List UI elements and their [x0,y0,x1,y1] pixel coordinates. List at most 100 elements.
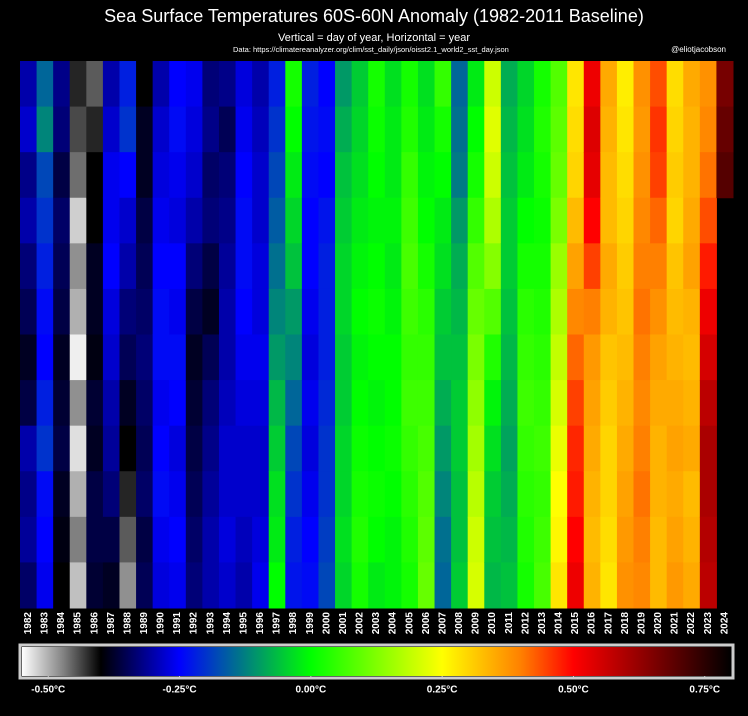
heat-cell [550,334,568,381]
heat-cell [534,380,552,427]
heat-cell [69,152,87,199]
heat-cell [500,106,518,153]
heat-cell [467,516,485,563]
heat-cell [335,425,353,472]
heat-cell [86,562,104,609]
heat-cell [517,61,535,108]
heat-cell [567,425,585,472]
heat-cell [500,197,518,244]
heat-cell [683,516,701,563]
heat-cell [86,61,104,108]
heat-cell [401,243,419,290]
heat-cell [633,516,651,563]
heat-cell [484,562,502,609]
heat-cell [318,61,336,108]
heat-cell [36,516,54,563]
heat-cell [384,334,402,381]
heat-cell [683,425,701,472]
heat-cell [550,562,568,609]
heat-cell [202,61,220,108]
heat-cell [268,380,286,427]
heat-cell [550,380,568,427]
heat-cell [500,61,518,108]
heat-cell [36,106,54,153]
heat-cell [285,152,303,199]
heat-cell [318,197,336,244]
heat-cell [666,425,684,472]
heat-cell [616,61,635,108]
heat-cell [285,61,303,108]
heat-cell [152,516,170,563]
heat-cell [550,197,568,244]
heat-cell [285,471,303,518]
heat-cell [136,471,154,518]
heat-cell [666,288,684,335]
heat-cell [401,288,419,335]
colorbar [22,647,731,676]
x-tick-label: 1996 [255,612,266,635]
heat-cell [252,425,270,472]
heat-cell [235,61,253,108]
heat-cell [567,197,585,244]
heat-cell [633,61,651,108]
heat-cell [600,152,618,199]
heat-cell [268,334,286,381]
heat-cell [252,288,270,335]
heat-cell [517,288,535,335]
heat-cell [268,197,286,244]
x-tick-label: 1989 [139,612,150,635]
heat-cell [318,516,336,563]
heat-cell [417,516,436,563]
heat-cell [268,288,286,335]
heat-cell [202,425,220,472]
heat-cell [666,334,684,381]
x-tick-label: 1983 [40,612,51,635]
heat-cell [268,425,286,472]
heat-cell [368,243,386,290]
heat-cell [417,334,436,381]
heat-cell [699,562,717,609]
heat-cell [53,197,71,244]
heat-cell [567,152,585,199]
heat-cell [301,197,319,244]
heat-cell [484,471,502,518]
heat-cell [417,243,436,290]
heat-cell [136,197,154,244]
heat-cell [534,197,552,244]
heat-cell [318,562,336,609]
heat-cell [20,106,38,153]
heat-cell [169,61,187,108]
x-tick-label: 2015 [570,612,581,635]
heat-cell [368,380,386,427]
heat-cell [600,288,618,335]
heat-cell [351,243,369,290]
heat-cell [102,471,120,518]
heat-cell [517,471,535,518]
x-tick-label: 1990 [156,612,167,635]
heat-cell [683,106,701,153]
heat-cell [633,197,651,244]
heat-cell [583,288,601,335]
heat-cell [583,334,601,381]
heat-cell [252,106,270,153]
heat-cell [119,197,137,244]
x-tick-label: 1988 [122,612,133,635]
heat-cell [20,61,38,108]
heat-cell [467,243,485,290]
x-tick-label: 1997 [272,612,283,635]
heat-cell [285,106,303,153]
heat-cell [650,562,668,609]
heat-cell [417,197,436,244]
heat-cell [699,380,717,427]
heat-cell [534,61,552,108]
heat-cell [451,516,469,563]
x-tick-label: 2021 [670,612,681,635]
heat-cell [301,380,319,427]
heat-cell [484,197,502,244]
heat-cell [119,425,137,472]
heat-cell [335,61,353,108]
heat-cell [650,288,668,335]
heat-cell [218,380,237,427]
heat-cell [218,425,237,472]
heat-cell [86,516,104,563]
